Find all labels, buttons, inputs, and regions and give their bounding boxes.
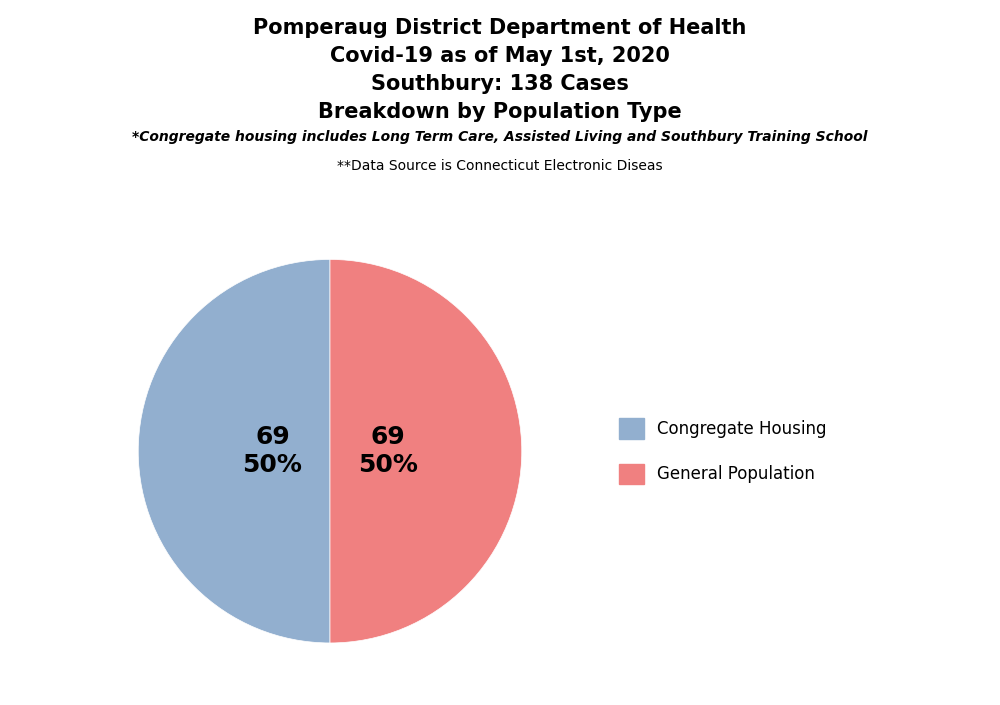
Wedge shape [330,259,522,643]
Text: *Congregate housing includes Long Term Care, Assisted Living and Southbury Train: *Congregate housing includes Long Term C… [132,130,868,145]
Wedge shape [138,259,330,643]
Text: Southbury: 138 Cases: Southbury: 138 Cases [371,74,629,94]
Text: 69
50%: 69 50% [358,425,417,477]
Text: 69
50%: 69 50% [243,425,302,477]
Text: **Data Source is Connecticut Electronic Diseas: **Data Source is Connecticut Electronic … [337,159,663,173]
Text: Pomperaug District Department of Health: Pomperaug District Department of Health [253,18,747,37]
Text: Breakdown by Population Type: Breakdown by Population Type [318,102,682,122]
Legend: Congregate Housing, General Population: Congregate Housing, General Population [602,402,843,501]
Text: Covid-19 as of May 1st, 2020: Covid-19 as of May 1st, 2020 [330,46,670,66]
